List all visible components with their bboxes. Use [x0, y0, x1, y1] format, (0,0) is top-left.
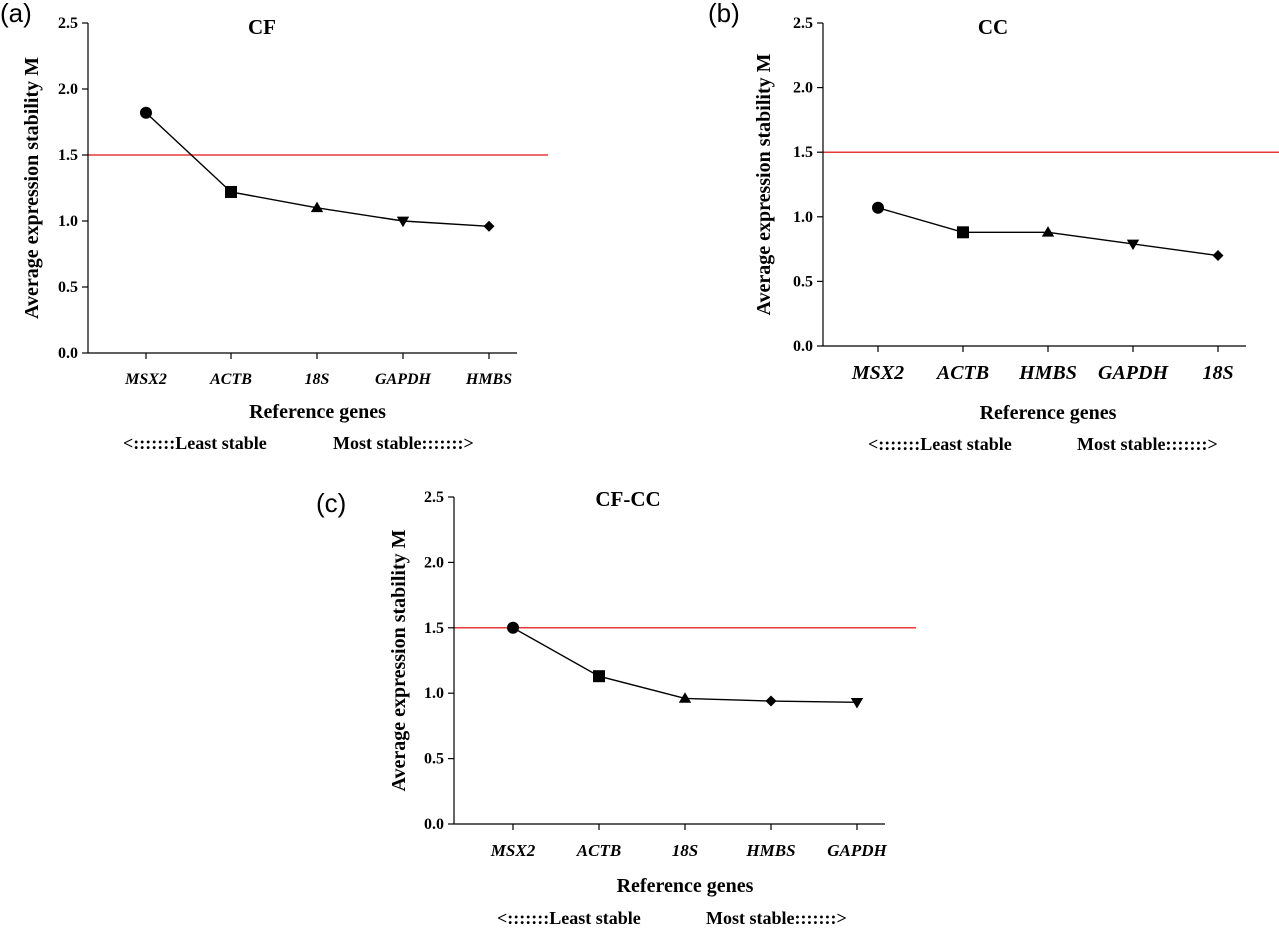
- chart-title: CF: [248, 15, 276, 39]
- data-point-diamond: [1212, 250, 1224, 262]
- y-tick-label: 2.0: [424, 554, 444, 571]
- y-tick-label: 2.5: [58, 15, 78, 32]
- data-point-circle: [140, 106, 152, 119]
- y-tick-label: 1.0: [58, 213, 78, 230]
- x-tick-label: HMBS: [465, 371, 512, 388]
- y-axis-title: Average expression stability M: [388, 529, 410, 791]
- data-point-circle: [872, 201, 884, 214]
- y-tick-label: 0.5: [58, 279, 78, 296]
- data-point-triangle-up: [1041, 226, 1055, 237]
- y-axis-title: Average expression stability M: [21, 57, 43, 319]
- data-point-triangle-down: [396, 216, 410, 228]
- x-tick-label: MSX2: [851, 362, 904, 384]
- data-point-circle: [507, 621, 519, 634]
- y-tick-label: 1.5: [424, 620, 444, 637]
- least-stable-label: <:::::::Least stable: [123, 433, 267, 453]
- least-stable-label: <:::::::Least stable: [868, 434, 1012, 454]
- y-tick-label: 0.0: [793, 338, 813, 355]
- panel-letter: (c): [316, 488, 346, 518]
- y-tick-label: 1.0: [424, 685, 444, 702]
- x-axis-title: Reference genes: [249, 401, 386, 423]
- x-tick-label: GAPDH: [827, 841, 887, 860]
- chart-title: CF-CC: [595, 487, 660, 511]
- panel-1: (a) CF 0.0 0.5 1.0 1.5 2.0 2.5 MSX2 ACTB 18S GAPDH H…: [0, 0, 548, 453]
- most-stable-label: Most stable:::::::>: [333, 433, 474, 453]
- x-tick-label: MSX2: [124, 371, 167, 388]
- data-point-square: [957, 226, 969, 239]
- x-tick-label: ACTB: [576, 841, 621, 860]
- chart-title: CC: [978, 15, 1008, 39]
- data-point-triangle-down: [850, 698, 864, 709]
- least-stable-label: <:::::::Least stable: [497, 908, 641, 928]
- y-tick-label: 2.0: [793, 80, 813, 97]
- y-tick-label: 1.0: [793, 209, 813, 226]
- x-tick-label: MSX2: [490, 841, 536, 860]
- y-tick-label: 0.0: [58, 345, 78, 362]
- data-point-triangle-up: [310, 201, 324, 213]
- y-tick-label: 1.5: [793, 144, 813, 161]
- y-tick-label: 2.5: [424, 489, 444, 506]
- x-axis-title: Reference genes: [617, 875, 754, 897]
- x-tick-label: ACTB: [935, 362, 989, 384]
- x-tick-label: 18S: [672, 841, 698, 860]
- y-axis-title: Average expression stability M: [753, 53, 775, 315]
- data-point-diamond: [765, 695, 777, 707]
- most-stable-label: Most stable:::::::>: [706, 908, 847, 928]
- panel-3: (c) CF-CC 0.0 0.5 1.0 1.5 2.0 2.5 MSX2 ACTB 18S HMB…: [316, 487, 916, 928]
- y-tick-label: 0.5: [424, 751, 444, 768]
- x-axis-title: Reference genes: [980, 402, 1117, 424]
- data-point-diamond: [483, 220, 495, 232]
- series-line: [512, 627, 858, 704]
- panel-letter: (a): [0, 0, 32, 28]
- most-stable-label: Most stable:::::::>: [1077, 434, 1218, 454]
- y-tick-label: 0.5: [793, 273, 813, 290]
- x-tick-label: ACTB: [209, 371, 252, 388]
- data-point-square: [593, 670, 605, 683]
- x-tick-label: 18S: [305, 371, 330, 388]
- x-tick-label: GAPDH: [375, 371, 432, 388]
- y-tick-label: 2.5: [793, 15, 813, 32]
- data-point-square: [225, 185, 237, 198]
- data-point-triangle-up: [678, 692, 692, 703]
- data-point-triangle-down: [1126, 239, 1140, 251]
- x-tick-label: HMBS: [745, 841, 795, 860]
- panel-letter: (b): [708, 0, 740, 28]
- y-tick-label: 2.0: [58, 81, 78, 98]
- x-tick-label: HMBS: [1018, 362, 1077, 384]
- x-tick-label: 18S: [1202, 362, 1233, 384]
- y-tick-label: 0.0: [424, 816, 444, 833]
- x-tick-label: GAPDH: [1098, 362, 1169, 384]
- panel-2: (b) CC 0.0 0.5 1.0 1.5 2.0 2.5 MSX2 ACTB HMBS GAPDH…: [708, 0, 1279, 454]
- y-tick-label: 1.5: [58, 147, 78, 164]
